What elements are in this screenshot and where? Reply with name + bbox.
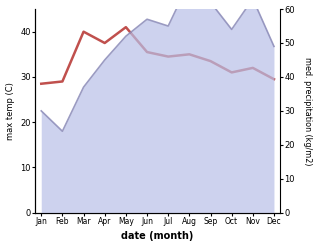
Y-axis label: med. precipitation (kg/m2): med. precipitation (kg/m2): [303, 57, 313, 165]
Y-axis label: max temp (C): max temp (C): [5, 82, 15, 140]
X-axis label: date (month): date (month): [121, 231, 194, 242]
